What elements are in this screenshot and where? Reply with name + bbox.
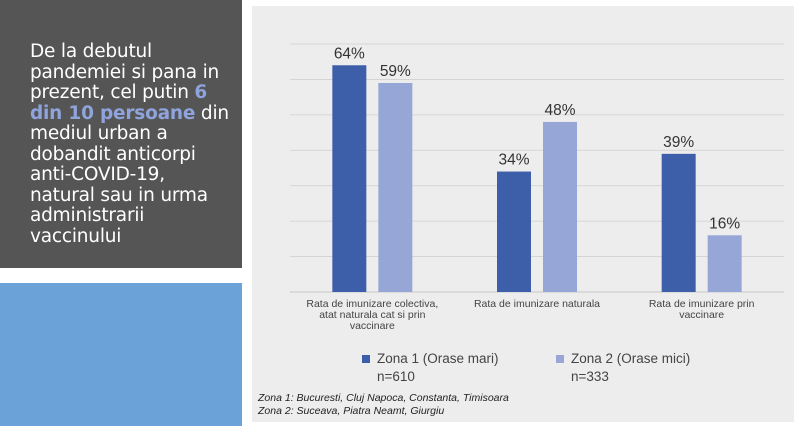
category-label: Rata de imunizare colectiva,	[306, 298, 438, 310]
headline-part2: din mediul urban a dobandit anticorpi an…	[30, 102, 229, 247]
headline-highlight: 6 din 10 persoane	[30, 82, 208, 124]
legend-label-zona2: Zona 2 (Orase mici)	[571, 351, 691, 366]
legend-zona2: Zona 2 (Orase mici) n=333	[556, 350, 690, 386]
legend-swatch-zona1	[362, 355, 370, 363]
data-label: 16%	[709, 215, 740, 232]
data-label: 48%	[544, 102, 575, 119]
category-label: vaccinare	[350, 320, 395, 332]
bar-zona1	[332, 65, 367, 292]
accent-blue-box	[0, 283, 242, 426]
data-label: 34%	[498, 152, 529, 169]
data-label: 64%	[334, 45, 365, 62]
category-label: atat naturala cat si prin	[319, 309, 425, 321]
legend-label-zona1: Zona 1 (Orase mari)	[377, 351, 499, 366]
zone-note-1: Zona 1: Bucuresti, Cluj Napoca, Constant…	[258, 392, 509, 404]
legend-zona1: Zona 1 (Orase mari) n=610	[362, 350, 499, 386]
bar-zona2	[543, 121, 577, 292]
category-label: Rata de imunizare prin	[649, 298, 755, 310]
category-label: Rata de imunizare naturala	[474, 298, 600, 310]
bar-zona2	[707, 235, 742, 292]
data-label: 59%	[380, 63, 411, 80]
zone-notes: Zona 1: Bucuresti, Cluj Napoca, Constant…	[258, 392, 509, 418]
zone-note-2: Zona 2: Suceava, Piatra Neamt, Giurgiu	[258, 405, 445, 417]
bar-chart: 64% 59% Rata de imunizare colectiva,atat n…	[290, 43, 784, 332]
legend-swatch-zona2	[556, 355, 564, 363]
bar-zona1	[497, 171, 531, 292]
category-label: vaccinare	[679, 309, 724, 321]
legend-n-zona2: n=333	[571, 369, 609, 384]
headline-panel: De la debutul pandemiei si pana in preze…	[0, 0, 242, 268]
legend-n-zona1: n=610	[377, 369, 415, 384]
chart-panel: 64% 59% Rata de imunizare colectiva, atat n…	[252, 6, 794, 422]
bar-zona2	[378, 82, 413, 292]
data-label: 39%	[663, 134, 694, 151]
headline-part1: De la debutul pandemiei si pana in preze…	[30, 41, 220, 103]
bar-zona1	[661, 153, 696, 292]
headline-text: De la debutul pandemiei si pana in preze…	[30, 41, 235, 247]
